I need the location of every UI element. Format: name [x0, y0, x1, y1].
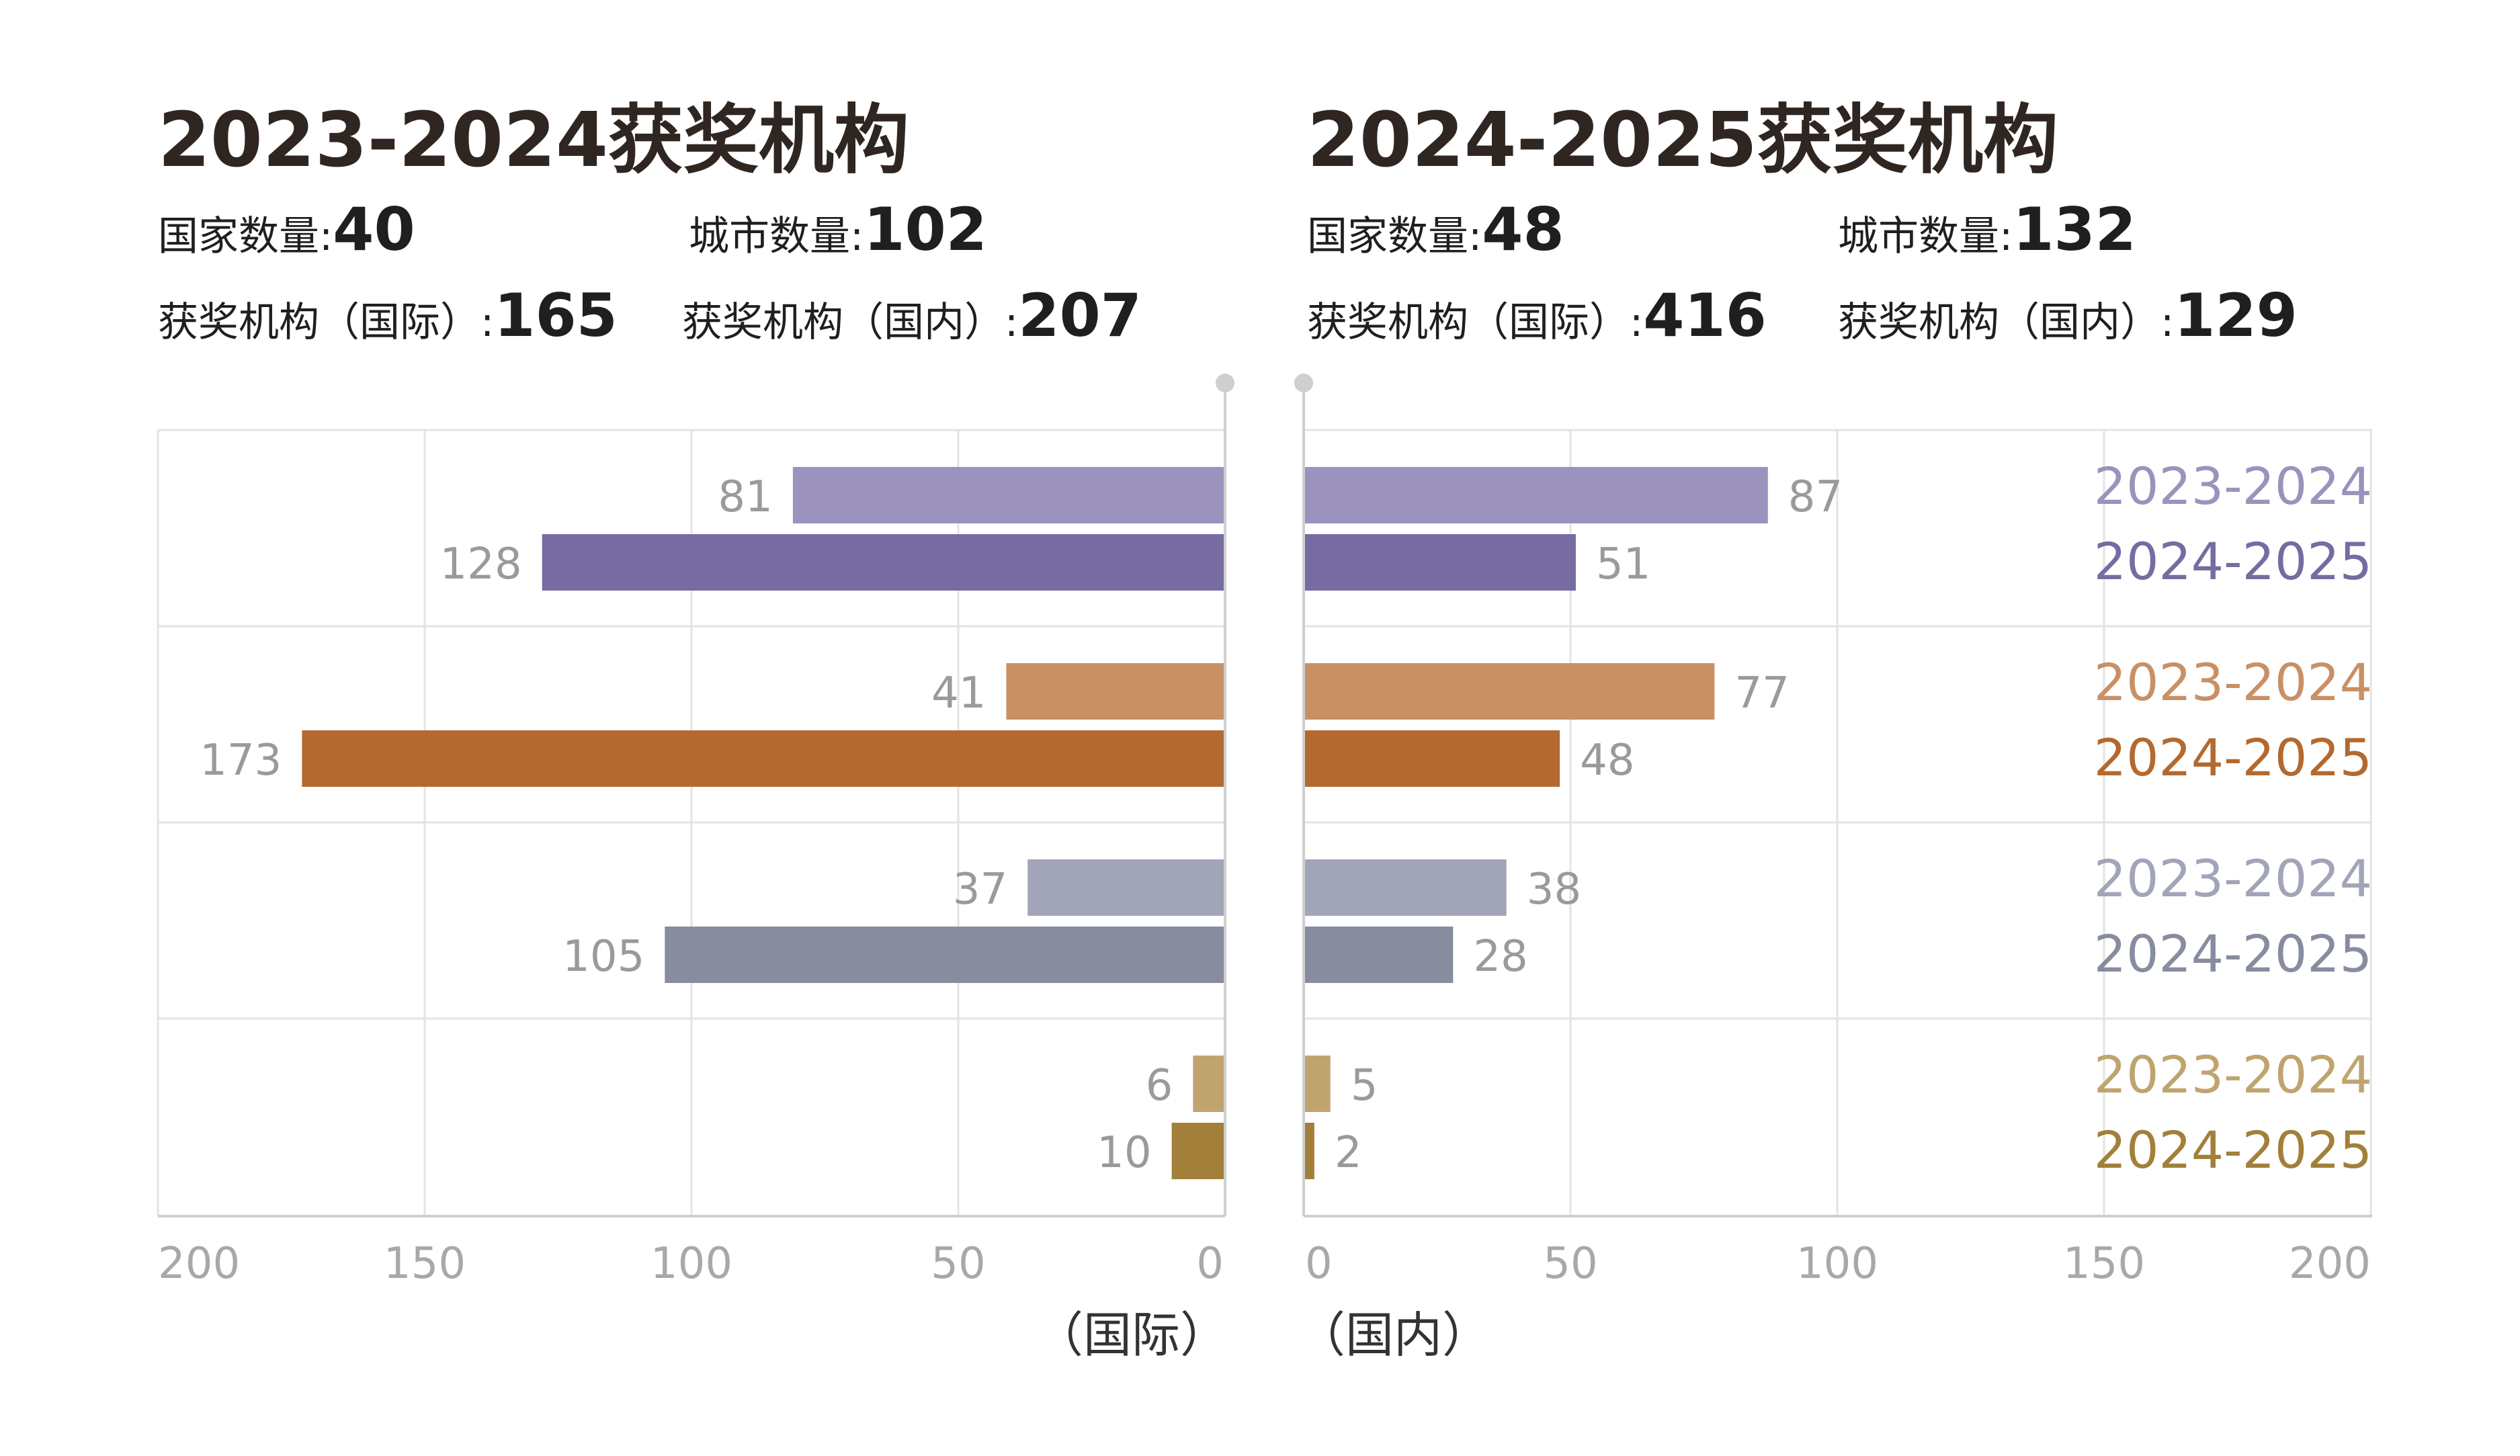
left-intl-stat: 获奖机构（国际）:165	[158, 281, 618, 350]
axis-end-dot-right	[1294, 374, 1313, 392]
tick-label-left: 0	[1196, 1239, 1224, 1289]
bar-domestic	[1304, 1056, 1331, 1112]
axis-end-dot-left	[1216, 374, 1234, 392]
right-domestic-label: 获奖机构（国内）:	[1838, 299, 2175, 346]
left-countries-value: 40	[333, 195, 415, 264]
left-countries-label: 国家数量:	[158, 213, 333, 260]
value-label-international: 6	[1146, 1061, 1173, 1111]
value-label-domestic: 51	[1596, 540, 1650, 589]
value-label-domestic: 5	[1351, 1061, 1378, 1111]
tick-label-right: 150	[2063, 1239, 2145, 1289]
right-countries-value: 48	[1482, 195, 1564, 264]
right-intl-value: 416	[1643, 281, 1767, 350]
value-label-international: 37	[953, 865, 1007, 914]
right-countries-stat: 国家数量:48	[1307, 195, 1564, 264]
value-label-domestic: 77	[1734, 669, 1789, 718]
bar-international	[1193, 1056, 1225, 1112]
tick-label-right: 50	[1543, 1239, 1597, 1289]
bar-domestic	[1304, 534, 1576, 591]
right-countries-label: 国家数量:	[1307, 213, 1482, 260]
tick-label-right: 100	[1796, 1239, 1878, 1289]
right-domestic-value: 129	[2174, 281, 2298, 350]
value-label-domestic: 48	[1580, 736, 1634, 785]
axis-title-international: （国际）	[1035, 1307, 1228, 1363]
value-label-international: 105	[562, 932, 644, 982]
value-label-international: 81	[718, 472, 772, 522]
bar-international	[302, 730, 1225, 787]
value-label-domestic: 28	[1473, 932, 1527, 982]
right-panel-title: 2024-2025获奖机构	[1307, 97, 2058, 184]
value-label-international: 173	[200, 736, 282, 785]
right-cities-label: 城市数量:	[1838, 213, 2013, 260]
left-cities-value: 102	[864, 195, 987, 264]
legend-label: 2024-2025	[2094, 531, 2372, 591]
bar-domestic	[1304, 730, 1560, 787]
right-cities-value: 132	[2013, 195, 2136, 264]
value-label-international: 10	[1097, 1128, 1151, 1178]
bar-domestic	[1304, 859, 1507, 916]
left-cities-label: 城市数量:	[689, 213, 864, 260]
left-domestic-stat: 获奖机构（国内）:207	[682, 281, 1142, 350]
bar-domestic	[1304, 663, 1715, 720]
axis-title-domestic: （国内）	[1297, 1307, 1490, 1363]
tick-label-left: 50	[931, 1239, 985, 1289]
bar-international	[665, 927, 1225, 983]
legend-label: 2023-2024	[2094, 456, 2372, 516]
left-panel-title: 2023-2024获奖机构	[158, 97, 909, 184]
value-label-international: 128	[440, 540, 522, 589]
legend-label: 2023-2024	[2094, 849, 2372, 908]
tick-label-left: 100	[650, 1239, 732, 1289]
tick-label-left: 150	[384, 1239, 466, 1289]
bar-international	[1027, 859, 1225, 916]
right-intl-stat: 获奖机构（国际）:416	[1307, 281, 1767, 350]
left-countries-stat: 国家数量:40	[158, 195, 415, 264]
bar-international	[792, 467, 1225, 523]
bar-domestic	[1304, 467, 1768, 523]
legend-label: 2023-2024	[2094, 1045, 2372, 1105]
bar-domestic	[1304, 1123, 1314, 1179]
left-intl-value: 165	[494, 281, 618, 350]
bar-international	[1006, 663, 1225, 720]
bar-domestic	[1304, 927, 1454, 983]
right-intl-label: 获奖机构（国际）:	[1307, 299, 1644, 346]
tick-label-left: 200	[158, 1239, 240, 1289]
right-domestic-stat: 获奖机构（国内）:129	[1838, 281, 2298, 350]
left-domestic-label: 获奖机构（国内）:	[682, 299, 1019, 346]
value-label-domestic: 38	[1527, 865, 1581, 914]
legend-label: 2024-2025	[2094, 924, 2372, 984]
tick-label-right: 200	[2289, 1239, 2371, 1289]
bar-international	[1171, 1123, 1225, 1179]
legend-label: 2024-2025	[2094, 1120, 2372, 1180]
left-cities-stat: 城市数量:102	[689, 195, 987, 264]
left-intl-label: 获奖机构（国际）:	[158, 299, 495, 346]
legend-label: 2023-2024	[2094, 652, 2372, 712]
value-label-international: 41	[931, 669, 986, 718]
value-label-domestic: 2	[1335, 1128, 1362, 1178]
bar-international	[542, 534, 1225, 591]
right-cities-stat: 城市数量:132	[1838, 195, 2136, 264]
tick-label-right: 0	[1305, 1239, 1333, 1289]
legend-label: 2024-2025	[2094, 728, 2372, 787]
left-domestic-value: 207	[1018, 281, 1142, 350]
value-label-domestic: 87	[1788, 472, 1843, 522]
